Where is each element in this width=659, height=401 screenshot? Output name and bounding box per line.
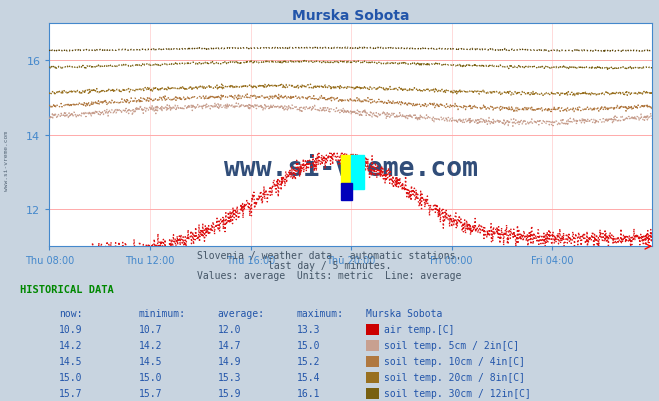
Text: 14.9: 14.9 (217, 356, 241, 366)
Text: HISTORICAL DATA: HISTORICAL DATA (20, 285, 113, 295)
Bar (351, 156, 364, 189)
Text: 14.5: 14.5 (138, 356, 162, 366)
Text: average:: average: (217, 308, 264, 318)
Title: Murska Sobota: Murska Sobota (292, 9, 410, 23)
Text: Values: average  Units: metric  Line: average: Values: average Units: metric Line: aver… (197, 271, 462, 281)
Text: soil temp. 20cm / 8in[C]: soil temp. 20cm / 8in[C] (384, 372, 525, 382)
Text: soil temp. 10cm / 4in[C]: soil temp. 10cm / 4in[C] (384, 356, 525, 366)
Text: air temp.[C]: air temp.[C] (384, 324, 455, 334)
Text: 10.9: 10.9 (59, 324, 83, 334)
Text: soil temp. 30cm / 12in[C]: soil temp. 30cm / 12in[C] (384, 388, 531, 398)
Text: 14.2: 14.2 (138, 340, 162, 350)
Text: 15.0: 15.0 (138, 372, 162, 382)
Text: 15.4: 15.4 (297, 372, 320, 382)
Text: 15.7: 15.7 (138, 388, 162, 398)
Text: www.si-vreme.com: www.si-vreme.com (4, 130, 9, 190)
Text: soil temp. 5cm / 2in[C]: soil temp. 5cm / 2in[C] (384, 340, 519, 350)
Text: 15.7: 15.7 (59, 388, 83, 398)
Text: 13.3: 13.3 (297, 324, 320, 334)
Text: Slovenia / weather data - automatic stations.: Slovenia / weather data - automatic stat… (197, 251, 462, 261)
Text: Murska Sobota: Murska Sobota (366, 308, 442, 318)
Text: now:: now: (59, 308, 83, 318)
Text: minimum:: minimum: (138, 308, 185, 318)
Text: 15.0: 15.0 (59, 372, 83, 382)
Text: 14.2: 14.2 (59, 340, 83, 350)
Text: 15.3: 15.3 (217, 372, 241, 382)
Bar (341, 183, 352, 200)
Text: last day / 5 minutes.: last day / 5 minutes. (268, 261, 391, 271)
Text: 16.1: 16.1 (297, 388, 320, 398)
Text: 15.0: 15.0 (297, 340, 320, 350)
Text: 12.0: 12.0 (217, 324, 241, 334)
Text: maximum:: maximum: (297, 308, 343, 318)
Text: 14.7: 14.7 (217, 340, 241, 350)
Bar (341, 156, 352, 185)
Text: 10.7: 10.7 (138, 324, 162, 334)
Text: 15.9: 15.9 (217, 388, 241, 398)
Text: 15.2: 15.2 (297, 356, 320, 366)
Text: www.si-vreme.com: www.si-vreme.com (224, 156, 478, 182)
Text: 14.5: 14.5 (59, 356, 83, 366)
